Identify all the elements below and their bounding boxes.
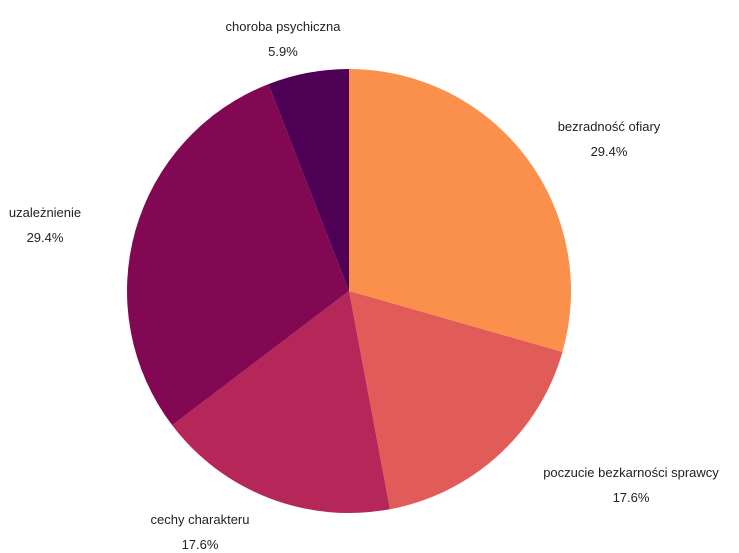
slice-name-uzaleznienie: uzależnienie [9,205,81,220]
pie-slice-bezradno-ofiary [349,69,572,352]
slice-value-bezradnosc-ofiary: 29.4% [591,144,628,159]
pie-slice-uzale-nienie [127,84,350,426]
slice-label-bezradnosc-ofiary: bezradność ofiary 29.4% [558,119,661,159]
slice-label-choroba-psychiczna: choroba psychiczna 5.9% [226,19,342,59]
pie-slices [127,69,572,513]
slice-name-bezradnosc-ofiary: bezradność ofiary [558,119,661,134]
slice-value-uzaleznienie: 29.4% [27,230,64,245]
slice-label-cechy-charakteru: cechy charakteru 17.6% [151,512,250,552]
slice-label-uzaleznienie: uzależnienie 29.4% [9,205,81,245]
slice-name-choroba-psychiczna: choroba psychiczna [226,19,342,34]
slice-name-poczucie-bezkarnosci-sprawcy: poczucie bezkarności sprawcy [543,465,719,480]
slice-value-cechy-charakteru: 17.6% [182,537,219,552]
pie-slice-cechy-charakteru [172,291,390,513]
pie-slice-poczucie-bezkarno-ci-sprawcy [349,291,563,510]
slice-value-poczucie-bezkarnosci-sprawcy: 17.6% [613,490,650,505]
slice-label-poczucie-bezkarnosci-sprawcy: poczucie bezkarności sprawcy 17.6% [543,465,719,505]
slice-name-cechy-charakteru: cechy charakteru [151,512,250,527]
slice-value-choroba-psychiczna: 5.9% [268,44,298,59]
pie-slice-choroba-psychiczna [268,69,349,291]
